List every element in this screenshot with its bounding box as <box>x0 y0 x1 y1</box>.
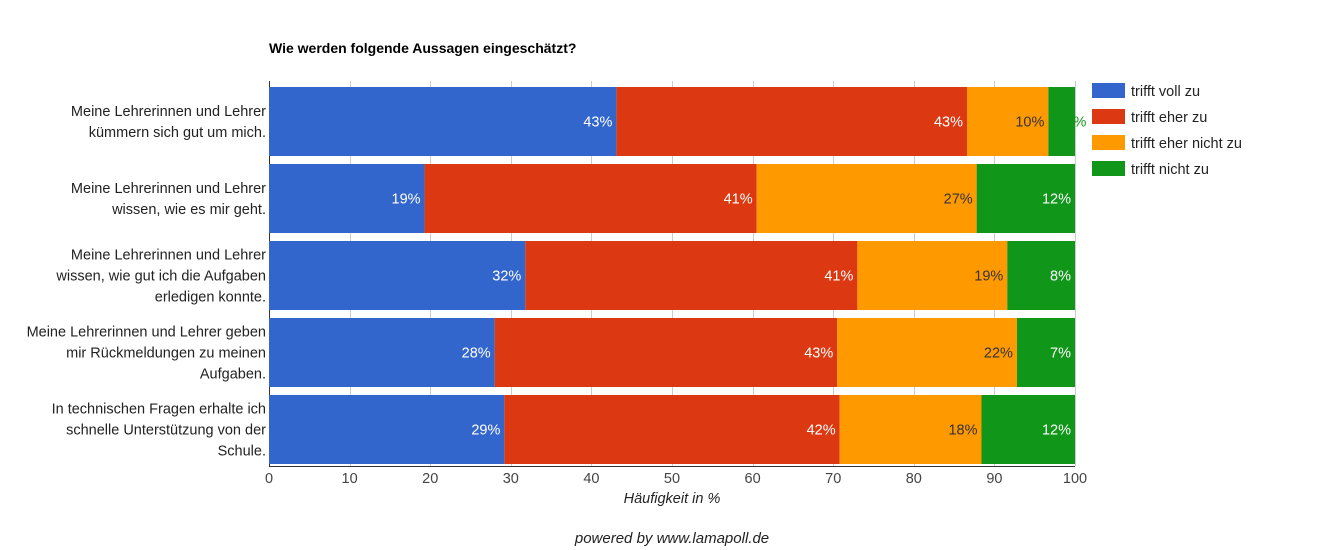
category-label: Meine Lehrerinnen und Lehrer wissen, wie … <box>55 248 266 306</box>
x-axis-label: Häufigkeit in % <box>624 491 721 507</box>
bar-segment <box>1048 87 1075 156</box>
x-tick-label: 30 <box>503 471 519 487</box>
x-tick-label: 20 <box>422 471 438 487</box>
bar-segment <box>1007 241 1075 310</box>
bar-value-label: 18% <box>948 423 977 439</box>
bar-value-label: 22% <box>984 346 1013 362</box>
legend-entry: trifft eher nicht zu <box>1131 136 1242 152</box>
bar-value-label: 43% <box>804 346 833 362</box>
legend-entry: trifft eher zu <box>1131 110 1207 126</box>
bars <box>269 87 1075 464</box>
x-tick-label: 50 <box>664 471 680 487</box>
bar-value-label: 3% <box>1065 115 1086 131</box>
bar-segment <box>494 318 838 387</box>
category-label: Meine Lehrerinnen und Lehrer kümmern sich… <box>71 104 266 141</box>
legend-entry: trifft voll zu <box>1131 84 1200 100</box>
category-labels: Meine Lehrerinnen und Lehrer kümmern sich… <box>27 104 267 460</box>
bar-segment <box>269 87 617 156</box>
bar-segment <box>1016 318 1075 387</box>
legend-swatch <box>1092 83 1125 98</box>
bar-value-label: 12% <box>1042 423 1071 439</box>
bar-value-label: 7% <box>1050 346 1071 362</box>
x-tick-label: 80 <box>906 471 922 487</box>
bar-segment <box>424 164 757 233</box>
bar-segment <box>269 318 495 387</box>
bar-value-label: 43% <box>934 115 963 131</box>
bar-value-label: 27% <box>944 192 973 208</box>
legend-swatch <box>1092 135 1125 150</box>
bar-value-label: 32% <box>492 269 521 285</box>
category-label: Meine Lehrerinnen und Lehrer geben mir Rü… <box>27 325 266 383</box>
chart-title: Wie werden folgende Aussagen eingeschätz… <box>269 40 576 56</box>
bar-value-label: 19% <box>974 269 1003 285</box>
bar-labels: 43% 43% 10% 3% 19% 41% 27% 12% 32% 41% 19% 8% 28% 43%… <box>392 115 1087 439</box>
x-tick-label: 0 <box>265 471 273 487</box>
bar-value-label: 8% <box>1050 269 1071 285</box>
legend: trifft voll zu trifft eher zu trifft eher … <box>1092 83 1242 178</box>
x-tick-label: 10 <box>342 471 358 487</box>
legend-swatch <box>1092 161 1125 176</box>
bar-value-label: 19% <box>392 192 421 208</box>
bar-segment <box>504 395 840 464</box>
bar-segment <box>966 87 1049 156</box>
bar-value-label: 41% <box>724 192 753 208</box>
bar-segment <box>616 87 967 156</box>
x-tick-label: 100 <box>1063 471 1087 487</box>
bar-segment <box>857 241 1008 310</box>
x-tick-label: 40 <box>583 471 599 487</box>
bar-value-label: 28% <box>462 346 491 362</box>
category-label: In technischen Fragen erhalte ich schnell… <box>52 402 267 460</box>
bar-segment <box>976 164 1075 233</box>
x-tick-label: 90 <box>986 471 1002 487</box>
legend-entry: trifft nicht zu <box>1131 162 1209 178</box>
bar-segment <box>756 164 977 233</box>
legend-swatch <box>1092 109 1125 124</box>
bar-value-label: 43% <box>583 115 612 131</box>
bar-value-label: 10% <box>1015 115 1044 131</box>
x-axis-ticks: 0 10 20 30 40 50 60 70 80 90 100 <box>265 471 1087 487</box>
bar-segment <box>981 395 1075 464</box>
bar-value-label: 12% <box>1042 192 1071 208</box>
bar-segment <box>839 395 982 464</box>
bar-value-label: 29% <box>471 423 500 439</box>
bar-segment <box>525 241 858 310</box>
bar-value-label: 42% <box>807 423 836 439</box>
x-tick-label: 70 <box>825 471 841 487</box>
footer-credit: powered by www.lamapoll.de <box>574 530 769 547</box>
bar-segment <box>269 395 505 464</box>
x-tick-label: 60 <box>745 471 761 487</box>
bar-value-label: 41% <box>824 269 853 285</box>
category-label: Meine Lehrerinnen und Lehrer wissen, wie … <box>71 181 266 218</box>
bar-segment <box>837 318 1017 387</box>
bar-segment <box>269 164 425 233</box>
bar-segment <box>269 241 526 310</box>
